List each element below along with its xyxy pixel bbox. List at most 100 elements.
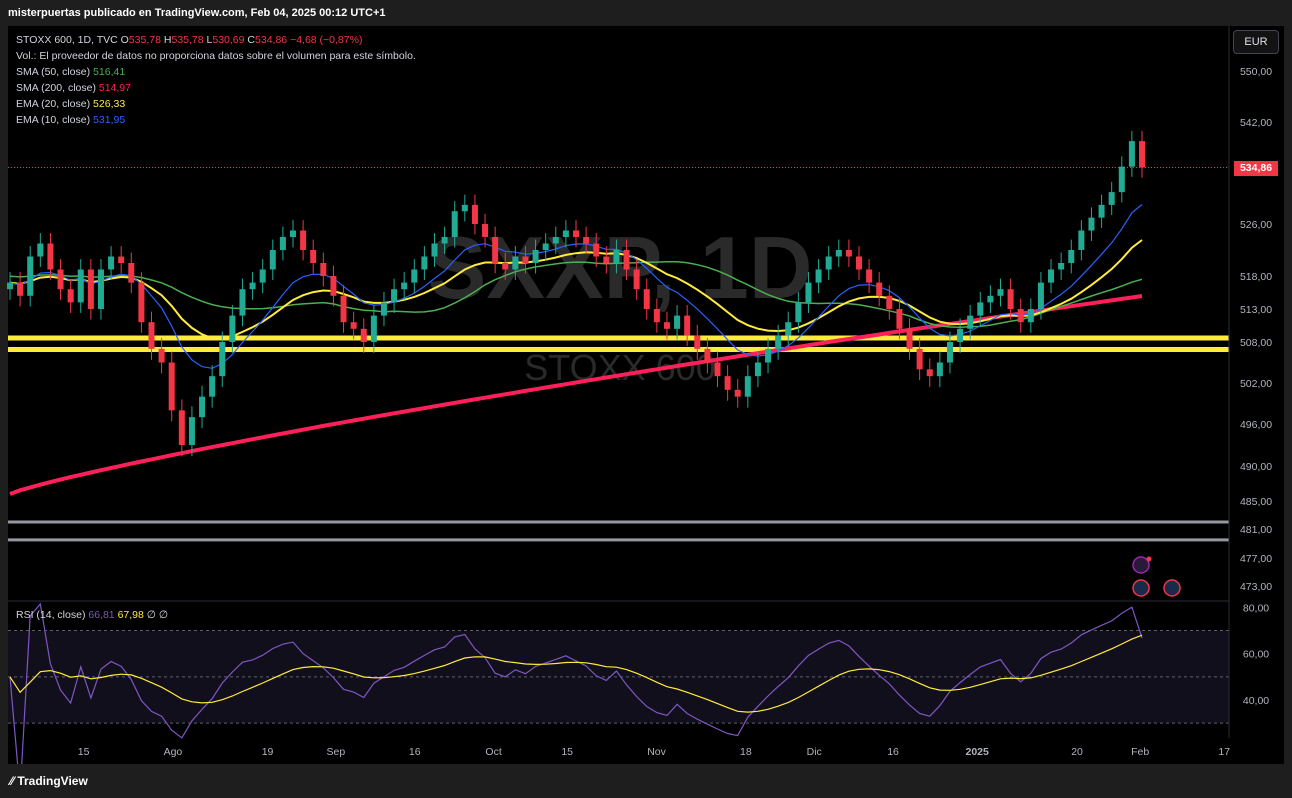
candle-body bbox=[866, 269, 873, 283]
candle-body bbox=[623, 250, 630, 270]
sma50-value: 516,41 bbox=[93, 66, 126, 78]
rsi-legend[interactable]: RSI (14, close) 66,81 67,98 ∅ ∅ bbox=[16, 609, 168, 621]
event-dot-icon bbox=[1146, 556, 1152, 562]
candle-body bbox=[340, 295, 347, 323]
candle-body bbox=[502, 263, 509, 270]
candle-body bbox=[674, 315, 681, 329]
candle-body bbox=[896, 309, 903, 329]
candle-body bbox=[845, 250, 852, 257]
ema10-row[interactable]: EMA (10, close) 531,95 bbox=[16, 112, 416, 128]
time-tick-label: 2025 bbox=[965, 746, 989, 758]
candle-body bbox=[522, 256, 529, 263]
candle-body bbox=[168, 362, 175, 411]
candle-body bbox=[219, 342, 226, 377]
candle-body bbox=[158, 348, 165, 363]
candle-body bbox=[886, 295, 893, 309]
sma50-label: SMA (50, close) bbox=[16, 66, 91, 78]
candle-body bbox=[754, 362, 761, 377]
main-legend: STOXX 600, 1D, TVC O535,78 H535,78 L530,… bbox=[16, 32, 416, 128]
low-value: 530,69 bbox=[212, 34, 245, 46]
ema20-row[interactable]: EMA (20, close) 526,33 bbox=[16, 96, 416, 112]
time-tick-label: 18 bbox=[740, 746, 752, 758]
candle-body bbox=[1108, 192, 1115, 205]
candle-body bbox=[1098, 204, 1105, 218]
candle-body bbox=[17, 282, 24, 296]
open-label: O bbox=[120, 34, 129, 46]
publisher-line: misterpuertas publicado en TradingView.c… bbox=[8, 7, 386, 19]
price-tick-label: 490,00 bbox=[1240, 461, 1272, 473]
time-tick-label: 17 bbox=[1218, 746, 1230, 758]
candle-body bbox=[643, 289, 650, 309]
candle-body bbox=[289, 230, 297, 237]
candle-body bbox=[492, 237, 499, 263]
candle-body bbox=[330, 276, 337, 296]
candle-body bbox=[6, 282, 14, 290]
candle-body bbox=[128, 263, 135, 283]
candle-body bbox=[239, 289, 246, 316]
ema10-label: EMA (10, close) bbox=[16, 114, 91, 126]
candle-body bbox=[593, 243, 600, 257]
sma50-row[interactable]: SMA (50, close) 516,41 bbox=[16, 64, 416, 80]
time-tick-label: Oct bbox=[485, 746, 501, 758]
candle-body bbox=[37, 243, 44, 257]
candle-body bbox=[1088, 217, 1095, 231]
candle-body bbox=[765, 348, 772, 363]
candle-body bbox=[1118, 166, 1125, 193]
candle-body bbox=[47, 243, 54, 270]
price-tick-label: 526,00 bbox=[1240, 219, 1272, 231]
price-tick-label: 477,00 bbox=[1240, 553, 1272, 565]
candle-body bbox=[1007, 289, 1014, 309]
sma200-label: SMA (200, close) bbox=[16, 82, 96, 94]
candle-body bbox=[279, 237, 286, 250]
candle-body bbox=[583, 237, 590, 244]
candle-body bbox=[370, 315, 377, 342]
price-tick-label: 473,00 bbox=[1240, 581, 1272, 593]
sma50-line bbox=[9, 260, 1143, 329]
candle-body bbox=[744, 376, 751, 397]
candle-body bbox=[603, 256, 610, 263]
candle-body bbox=[249, 282, 256, 290]
candle-body bbox=[724, 376, 731, 390]
last-price-tag: 534,86 bbox=[1234, 161, 1278, 176]
rsi-na-2: ∅ bbox=[158, 609, 169, 621]
time-tick-label: 16 bbox=[409, 746, 421, 758]
symbol-label[interactable]: STOXX 600, 1D, TVC bbox=[16, 34, 118, 46]
candle-body bbox=[815, 269, 822, 283]
watermark-symbol: SXXP, 1D bbox=[428, 218, 813, 317]
time-tick-label: 15 bbox=[78, 746, 90, 758]
time-tick-label: 16 bbox=[887, 746, 899, 758]
candle-body bbox=[1037, 282, 1044, 309]
sma200-value: 514,97 bbox=[98, 82, 131, 94]
candle-body bbox=[229, 315, 236, 342]
change-value: −4,68 (−0,87%) bbox=[290, 34, 363, 46]
candle-body bbox=[957, 328, 964, 342]
tradingview-logo[interactable]: ⁄⁄ TradingView bbox=[10, 774, 88, 788]
rsi-ma-line bbox=[9, 634, 1143, 713]
candle-body bbox=[714, 362, 721, 377]
sma200-row[interactable]: SMA (200, close) 514,97 bbox=[16, 80, 416, 96]
price-tick-label: 502,00 bbox=[1240, 378, 1272, 390]
candle-body bbox=[138, 282, 145, 323]
open-value: 535,78 bbox=[128, 34, 161, 46]
candle-body bbox=[532, 250, 539, 263]
candle-body bbox=[471, 204, 478, 224]
volume-note: Vol.: El proveedor de datos no proporcio… bbox=[16, 50, 416, 62]
candle-body bbox=[1017, 309, 1024, 323]
candle-body bbox=[552, 237, 559, 244]
low-label: L bbox=[206, 34, 213, 46]
time-tick-label: Ago bbox=[164, 746, 183, 758]
candle-body bbox=[987, 295, 994, 303]
ema10-value: 531,95 bbox=[93, 114, 126, 126]
candle-body bbox=[663, 322, 670, 329]
ema20-value: 526,33 bbox=[93, 98, 126, 110]
candle-body bbox=[411, 269, 418, 283]
top-bar: misterpuertas publicado en TradingView.c… bbox=[0, 0, 1292, 26]
candle-body bbox=[118, 256, 125, 263]
time-tick-label: 19 bbox=[262, 746, 274, 758]
candle-body bbox=[633, 269, 640, 290]
price-tick-label: 542,00 bbox=[1240, 117, 1272, 129]
high-value: 535,78 bbox=[171, 34, 204, 46]
time-tick-label: 15 bbox=[561, 746, 573, 758]
currency-button[interactable]: EUR bbox=[1233, 30, 1279, 54]
